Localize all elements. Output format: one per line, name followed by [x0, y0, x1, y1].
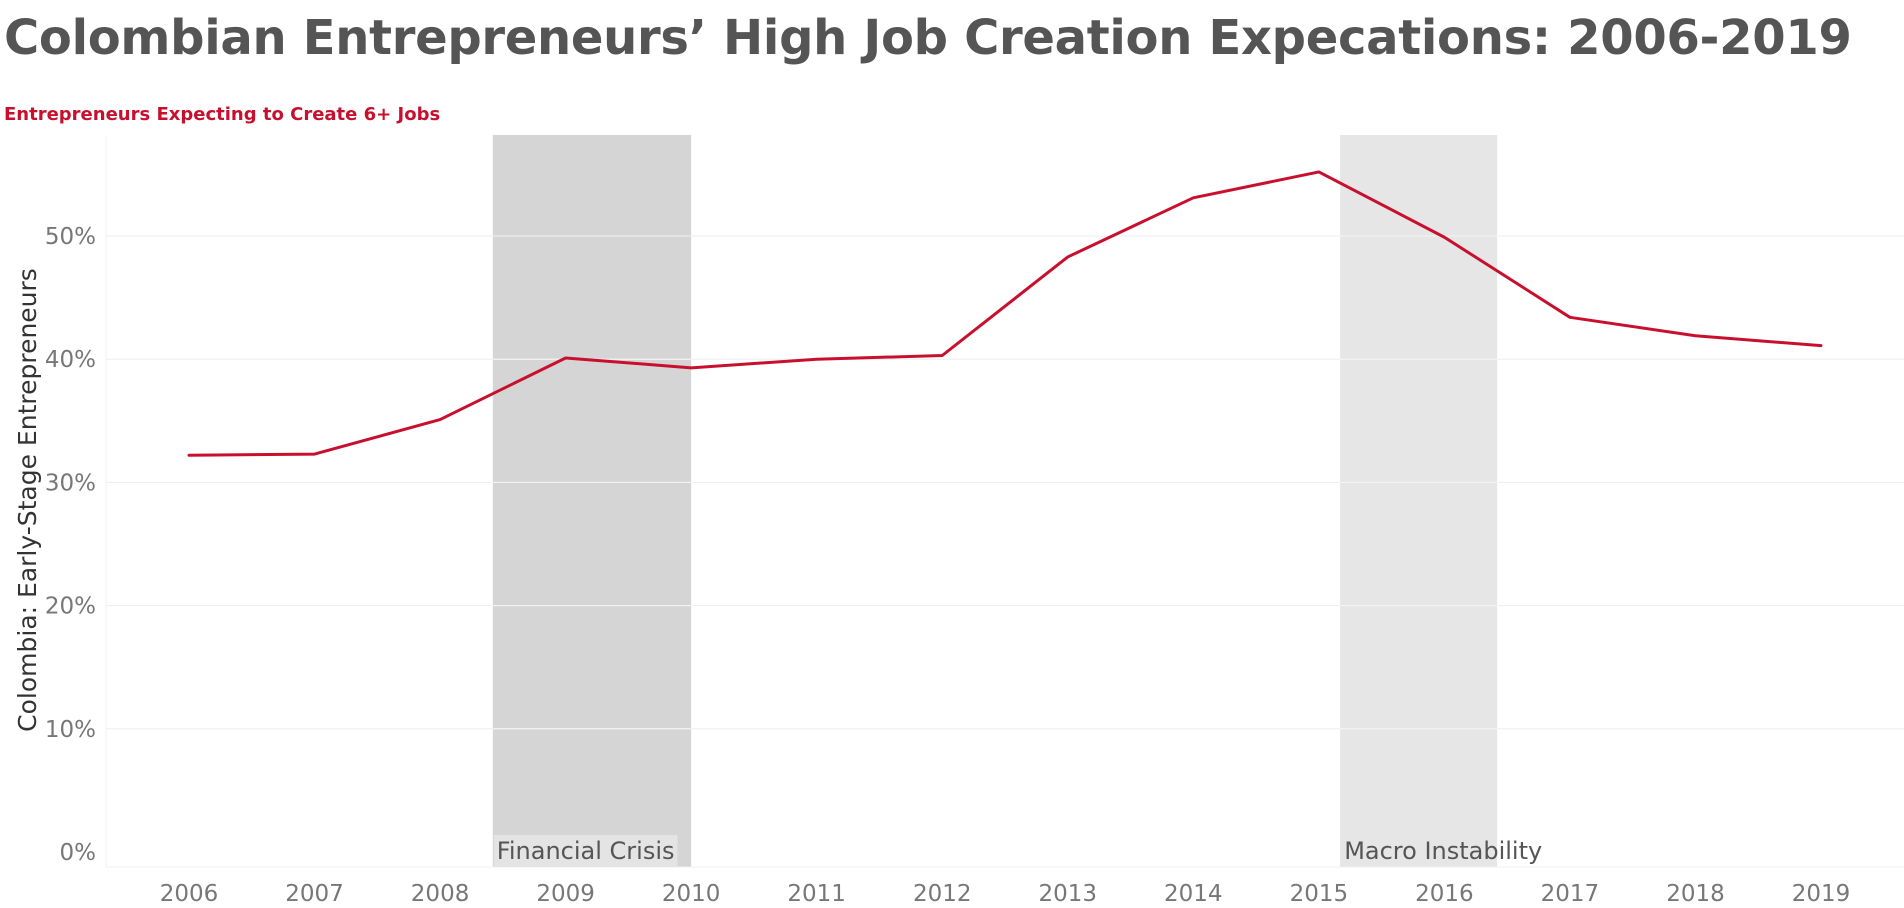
x-tick-label: 2011: [787, 881, 846, 907]
x-tick-label: 2016: [1415, 881, 1474, 907]
x-tick-label: 2017: [1541, 881, 1600, 907]
x-tick-label: 2010: [662, 881, 721, 907]
y-tick-label: 50%: [45, 224, 96, 250]
x-tick-label: 2009: [536, 881, 595, 907]
chart-subtitle: Entrepreneurs Expecting to Create 6+ Job…: [4, 104, 441, 125]
shaded-period-label: Macro Instability: [1344, 837, 1542, 865]
chart-title: Colombian Entrepreneurs’ High Job Creati…: [4, 10, 1852, 66]
y-axis-label: Colombia: Early-Stage Entrepreneurs: [13, 268, 42, 732]
y-tick-label: 20%: [45, 594, 96, 620]
shaded-period-band: [492, 135, 692, 867]
x-tick-label: 2014: [1164, 881, 1223, 907]
shaded-period-band: [1340, 135, 1498, 867]
y-tick-label: 0%: [60, 840, 97, 866]
x-tick-label: 2015: [1290, 881, 1349, 907]
x-tick-label: 2019: [1792, 881, 1851, 907]
x-tick-label: 2008: [411, 881, 470, 907]
series-line: [187, 170, 1823, 457]
shaded-period-label-bg: [493, 835, 678, 867]
y-tick-label: 40%: [45, 347, 96, 373]
y-tick-label: 30%: [45, 470, 96, 496]
x-tick-label: 2007: [285, 881, 344, 907]
shaded-period-label: Financial Crisis: [497, 837, 675, 865]
x-tick-label: 2006: [160, 881, 219, 907]
x-tick-label: 2013: [1038, 881, 1097, 907]
x-tick-label: 2012: [913, 881, 972, 907]
x-tick-label: 2018: [1666, 881, 1725, 907]
y-tick-label: 10%: [45, 717, 96, 743]
